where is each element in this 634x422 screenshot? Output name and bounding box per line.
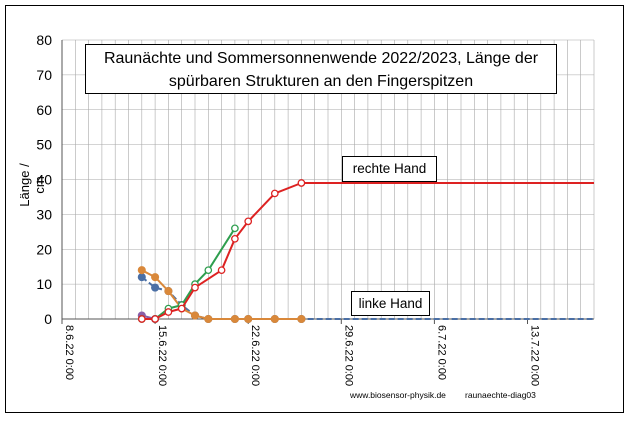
chart-frame: [5, 5, 624, 413]
x-tick-label: 29.6.22 0:00: [342, 325, 354, 386]
y-tick-label: 80: [36, 32, 52, 48]
annotation-right-hand: rechte Hand: [342, 156, 437, 182]
data-point: [151, 315, 159, 323]
data-point: [164, 287, 173, 296]
chart-title: Raunächte und Sommersonnenwende 2022/202…: [85, 44, 557, 94]
y-tick-label: 40: [36, 172, 52, 188]
data-point: [231, 224, 239, 233]
series-layer: [137, 179, 594, 324]
data-point: [137, 315, 146, 323]
y-tick-label: 20: [36, 241, 52, 257]
data-point: [204, 266, 213, 275]
series-line-2: [141, 269, 302, 320]
y-tick-label: 60: [36, 102, 52, 118]
data-point: [177, 304, 186, 313]
x-tick-label: 8.6.22 0:00: [63, 325, 75, 380]
y-tick-label: 70: [36, 67, 52, 83]
y-tick-label: 10: [36, 276, 52, 292]
data-point: [230, 314, 239, 324]
data-point: [270, 189, 279, 198]
y-tick-label: 50: [36, 137, 52, 153]
x-tick-label: 13.7.22 0:00: [529, 325, 541, 386]
data-point: [151, 283, 160, 292]
x-tick-label: 6.7.22 0:00: [435, 325, 447, 380]
data-point: [217, 266, 226, 275]
chart-title-line-1: Raunächte und Sommersonnenwende 2022/202…: [103, 50, 539, 67]
annotation-left-hand: linke Hand: [351, 291, 430, 316]
data-point: [297, 314, 306, 324]
data-point: [137, 266, 146, 275]
data-point: [191, 283, 199, 292]
data-point: [204, 314, 213, 324]
data-point: [231, 234, 239, 243]
data-point: [270, 314, 279, 324]
data-point: [137, 273, 146, 282]
data-point: [190, 311, 200, 320]
footer-website: www.biosensor-physik.de: [350, 390, 446, 400]
chart-title-line-2: spürbaren Strukturen an den Fingerspitze…: [168, 73, 474, 90]
y-tick-label: 30: [36, 206, 52, 222]
data-point: [151, 273, 160, 282]
data-point: [244, 314, 253, 324]
y-tick-label: 0: [44, 311, 52, 327]
data-point: [164, 308, 173, 316]
x-tick-label: 15.6.22 0:00: [156, 325, 168, 386]
y-axis-label: Länge / cm: [17, 163, 47, 207]
data-point: [244, 217, 253, 226]
x-tick-label: 22.6.22 0:00: [249, 325, 261, 386]
axis-layer: 0 10 20 30 40 50 60 70 80 8.6.22 0:00 15.6.22 0:00…: [36, 32, 594, 386]
footer-diagram-id: raunaechte-diag03: [465, 390, 536, 400]
data-point: [297, 179, 306, 187]
